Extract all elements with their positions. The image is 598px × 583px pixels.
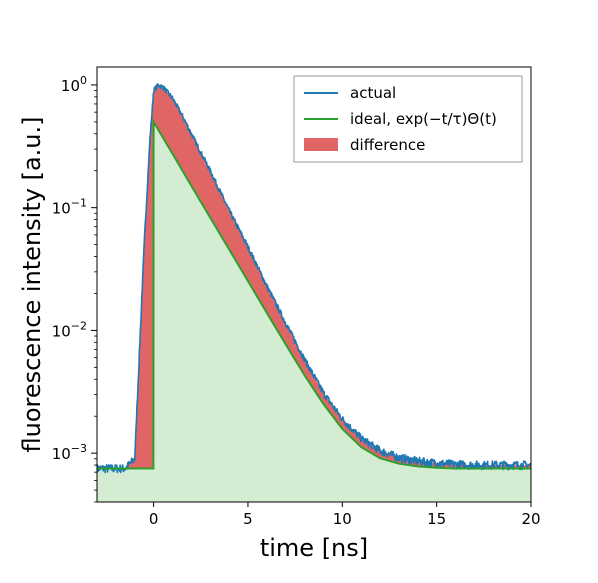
y-axis-title: fluorescence intensity [a.u.] — [18, 117, 46, 453]
x-tick-label: 0 — [149, 510, 159, 528]
ideal-area — [97, 121, 531, 502]
y-tick-exponent: −1 — [71, 197, 87, 210]
difference-area — [97, 84, 531, 469]
legend-label: ideal, exp(−t/τ)Θ(t) — [350, 110, 497, 128]
y-tick-base: 10 — [52, 200, 71, 218]
y-tick-label: 10−1 — [52, 197, 87, 218]
y-tick-label: 10−2 — [52, 319, 87, 340]
y-tick-base: 10 — [52, 445, 71, 463]
y-tick-base: 10 — [61, 77, 80, 95]
legend: actual ideal, exp(−t/τ)Θ(t) difference — [293, 75, 523, 163]
x-axis: 0 5 10 15 20 — [149, 502, 541, 528]
ideal-line — [97, 118, 531, 470]
legend-label: actual — [350, 84, 396, 102]
y-tick-exponent: 0 — [80, 74, 87, 87]
legend-swatch-patch — [304, 138, 338, 151]
y-tick-exponent: −2 — [71, 319, 87, 332]
y-tick-label: 10−3 — [52, 442, 87, 463]
x-axis-title: time [ns] — [260, 534, 368, 562]
y-tick-exponent: −3 — [71, 442, 87, 455]
x-tick-label: 20 — [521, 510, 540, 528]
legend-label: difference — [350, 136, 425, 154]
x-tick-label: 5 — [243, 510, 253, 528]
plot-area — [97, 83, 531, 502]
plot-frame — [96, 66, 532, 503]
y-tick-label: 100 — [61, 74, 87, 95]
x-tick-label: 10 — [333, 510, 352, 528]
y-tick-base: 10 — [52, 322, 71, 340]
x-tick-label: 15 — [427, 510, 446, 528]
